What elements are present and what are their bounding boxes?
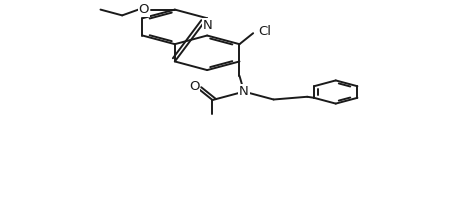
Text: Cl: Cl bbox=[259, 25, 272, 38]
Text: O: O bbox=[139, 3, 149, 16]
Text: N: N bbox=[239, 85, 249, 98]
Text: N: N bbox=[202, 19, 212, 32]
Text: O: O bbox=[189, 80, 199, 93]
